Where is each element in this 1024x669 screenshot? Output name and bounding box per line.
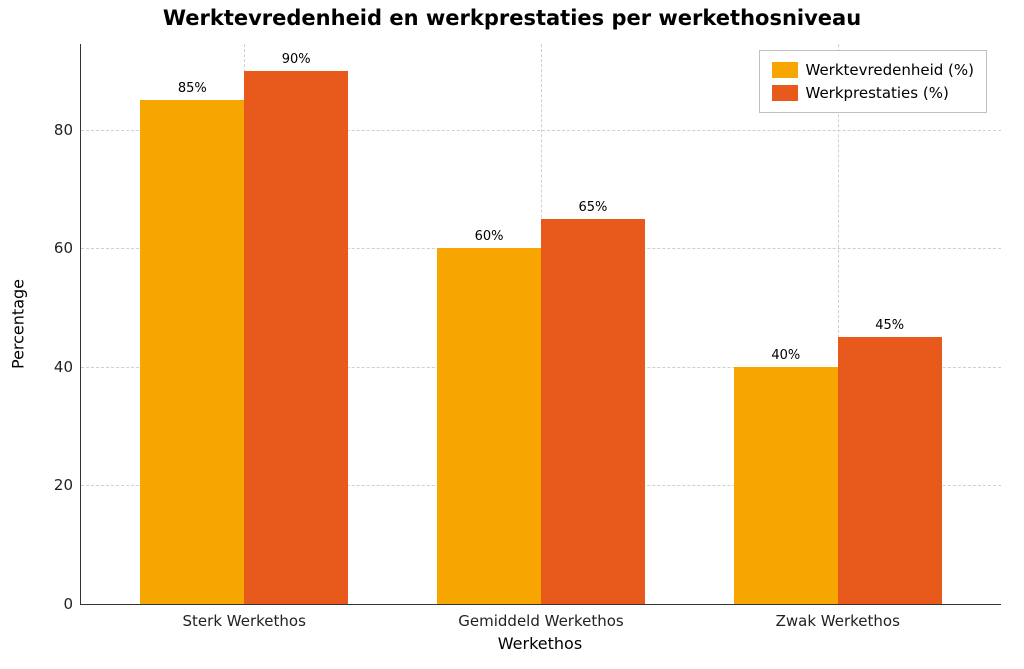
legend-swatch bbox=[772, 62, 798, 78]
y-tick-label: 20 bbox=[54, 476, 81, 494]
bar bbox=[437, 248, 541, 604]
bar bbox=[244, 71, 348, 604]
bar-value-label: 85% bbox=[178, 81, 207, 100]
plot-area: 020406080Sterk WerkethosGemiddeld Werket… bbox=[80, 44, 1001, 605]
y-tick-label: 40 bbox=[54, 358, 81, 376]
y-tick-label: 60 bbox=[54, 239, 81, 257]
y-tick-label: 0 bbox=[63, 595, 81, 613]
x-tick-label: Zwak Werkethos bbox=[776, 604, 900, 630]
x-tick-label: Sterk Werkethos bbox=[183, 604, 306, 630]
bar-value-label: 45% bbox=[875, 318, 904, 337]
bar bbox=[734, 367, 838, 604]
bar-value-label: 90% bbox=[282, 52, 311, 71]
legend-label: Werktevredenheid (%) bbox=[806, 59, 975, 82]
legend-item: Werktevredenheid (%) bbox=[772, 59, 975, 82]
chart-title: Werktevredenheid en werkprestaties per w… bbox=[0, 6, 1024, 30]
bar bbox=[541, 219, 645, 604]
y-tick-label: 80 bbox=[54, 121, 81, 139]
legend-swatch bbox=[772, 85, 798, 101]
bar-value-label: 60% bbox=[475, 229, 504, 248]
bar-value-label: 65% bbox=[578, 200, 607, 219]
bar-value-label: 40% bbox=[771, 348, 800, 367]
bar bbox=[838, 337, 942, 604]
x-axis-label: Werkethos bbox=[80, 634, 1000, 653]
chart-container: Werktevredenheid en werkprestaties per w… bbox=[0, 0, 1024, 669]
y-axis-label: Percentage bbox=[9, 279, 28, 369]
legend-item: Werkprestaties (%) bbox=[772, 82, 975, 105]
x-tick-label: Gemiddeld Werkethos bbox=[458, 604, 623, 630]
legend-label: Werkprestaties (%) bbox=[806, 82, 949, 105]
bar bbox=[140, 100, 244, 604]
legend: Werktevredenheid (%)Werkprestaties (%) bbox=[759, 50, 988, 113]
